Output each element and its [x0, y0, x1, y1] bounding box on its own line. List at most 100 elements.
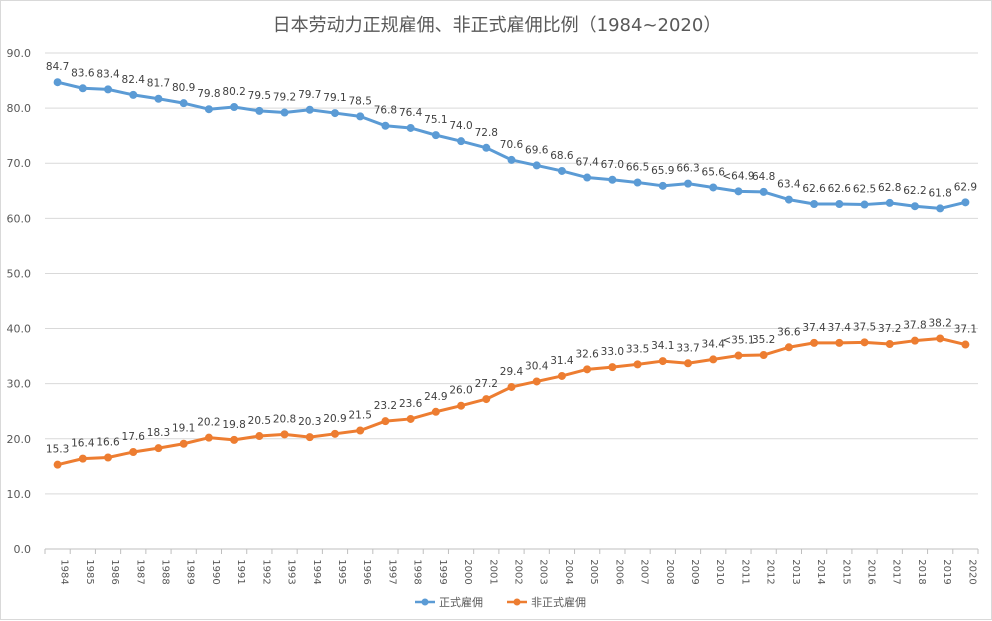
data-point	[684, 179, 693, 188]
x-tick-label: 1988	[159, 559, 170, 584]
data-label: <64.9	[722, 170, 754, 182]
data-label: 37.8	[903, 320, 926, 332]
data-label: 37.1	[954, 324, 977, 336]
data-point	[280, 108, 289, 117]
legend-label: 正式雇佣	[439, 595, 483, 609]
data-point	[255, 106, 264, 115]
data-point	[179, 439, 188, 448]
data-label: 27.2	[475, 378, 498, 390]
x-tick-label: 2018	[916, 559, 927, 584]
x-tick-label: 2011	[739, 559, 750, 584]
data-point	[356, 112, 365, 121]
data-label: 67.4	[575, 157, 599, 169]
data-label: 16.6	[96, 437, 120, 449]
data-point	[154, 94, 163, 103]
data-label: 64.8	[752, 171, 775, 183]
data-label: 83.6	[71, 67, 95, 79]
y-tick-label: 50.0	[7, 267, 32, 280]
data-point	[910, 336, 919, 345]
data-point	[961, 340, 970, 349]
data-point	[709, 183, 718, 192]
data-label: 24.9	[424, 391, 447, 403]
x-tick-label: 2008	[664, 559, 675, 584]
x-tick-label: 2012	[765, 559, 776, 584]
x-tick-label: 2006	[613, 559, 624, 584]
data-point	[684, 359, 693, 368]
data-point	[532, 377, 541, 386]
data-point	[532, 161, 541, 170]
data-label: 38.2	[928, 317, 951, 329]
data-point	[810, 200, 819, 209]
x-tick-label: 2016	[866, 559, 877, 584]
data-label: 62.6	[802, 183, 826, 195]
data-label: 32.6	[575, 348, 599, 360]
data-point	[78, 84, 87, 93]
x-tick-label: 2017	[891, 559, 902, 584]
data-label: 37.4	[828, 322, 852, 334]
x-tick-label: 2001	[487, 559, 498, 584]
data-label: 78.5	[349, 95, 372, 107]
data-label: <35.1	[722, 335, 754, 347]
data-label: 34.4	[702, 338, 726, 350]
data-point	[734, 351, 743, 360]
data-label: 20.9	[323, 413, 346, 425]
data-point	[104, 453, 113, 462]
y-tick-label: 80.0	[7, 102, 32, 115]
data-label: 20.3	[298, 416, 321, 428]
data-point	[885, 198, 894, 207]
data-point	[104, 85, 113, 94]
data-label: 20.8	[273, 413, 296, 425]
data-point	[255, 432, 264, 441]
x-tick-label: 2005	[588, 559, 599, 584]
data-label: 83.4	[96, 68, 120, 80]
x-tick-label: 1991	[235, 559, 246, 584]
data-label: 17.6	[122, 431, 146, 443]
data-label: 65.6	[702, 166, 726, 178]
x-tick-label: 1989	[185, 559, 196, 584]
data-point	[759, 187, 768, 196]
data-point	[583, 173, 592, 182]
data-label: 37.4	[802, 322, 826, 334]
data-point	[633, 178, 642, 187]
data-label: 30.4	[525, 360, 549, 372]
data-point	[431, 407, 440, 416]
data-point	[230, 103, 239, 112]
data-label: 79.2	[273, 92, 296, 104]
x-tick-label: 1992	[260, 559, 271, 584]
data-point	[810, 338, 819, 347]
data-label: 79.8	[197, 88, 220, 100]
data-label: 36.6	[777, 326, 801, 338]
data-label: 34.1	[651, 340, 674, 352]
data-label: 15.3	[46, 444, 69, 456]
data-point	[330, 429, 339, 438]
data-point	[608, 175, 617, 184]
data-label: 74.0	[449, 120, 472, 132]
data-point	[431, 131, 440, 140]
data-point	[583, 365, 592, 374]
data-point	[381, 417, 390, 426]
data-point	[330, 109, 339, 118]
data-label: 65.9	[651, 165, 674, 177]
data-point	[457, 137, 466, 146]
legend-marker	[513, 598, 521, 606]
data-point	[860, 200, 869, 209]
data-label: 76.4	[399, 107, 423, 119]
data-point	[230, 435, 239, 444]
data-label: 67.0	[601, 159, 624, 171]
data-point	[633, 360, 642, 369]
data-point	[406, 123, 415, 132]
data-label: 19.1	[172, 423, 195, 435]
data-point	[936, 334, 945, 343]
x-tick-label: 1997	[386, 559, 397, 584]
data-label: 79.5	[248, 90, 271, 102]
y-tick-label: 70.0	[7, 157, 32, 170]
data-label: 62.6	[828, 183, 852, 195]
data-point	[179, 99, 188, 108]
data-label: 23.6	[399, 398, 423, 410]
chart-title: 日本劳动力正规雇佣、非正式雇佣比例（1984~2020）	[272, 15, 722, 36]
data-label: 75.1	[424, 114, 447, 126]
data-point	[154, 444, 163, 453]
data-point	[204, 433, 213, 442]
y-tick-label: 90.0	[7, 47, 32, 60]
